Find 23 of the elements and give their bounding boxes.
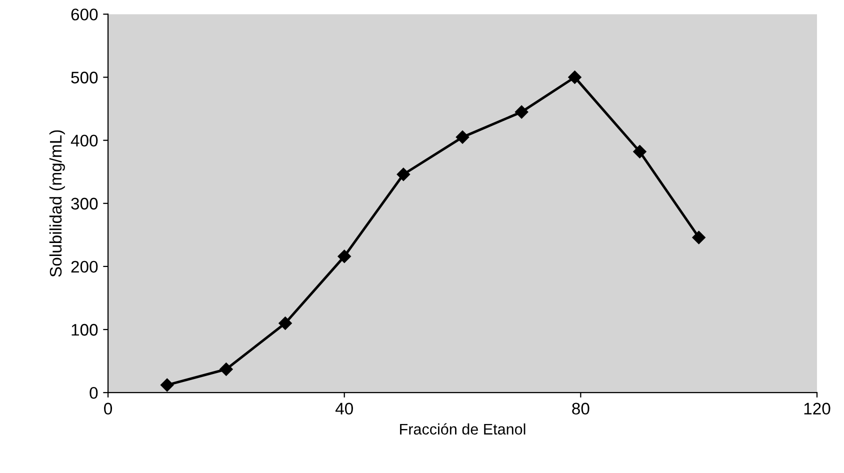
point [220,362,233,376]
point [568,70,582,84]
point [338,250,351,263]
point [160,378,174,392]
y-tick-label: 200 [71,260,98,273]
point [456,130,470,144]
x-tick-label: 80 [572,402,590,415]
y-tick-label: 300 [71,198,98,210]
point [633,145,646,158]
x-tick-label: 120 [804,402,830,415]
point [396,168,410,181]
point [692,230,706,244]
y-tick-label: 100 [72,324,98,336]
y-tick-label: 500 [71,72,98,84]
x-tick-label: 40 [335,402,353,415]
x-tick-label: 0 [104,402,112,415]
x-axis-title: Fracción de Etanol [400,423,526,435]
y-tick-label: 600 [71,8,98,20]
point [278,316,292,330]
y-tick-label: 0 [90,386,98,399]
point [515,105,528,119]
y-axis-title: Solubilidad (mg/mL) [49,130,65,277]
y-tick-label: 400 [70,134,98,147]
